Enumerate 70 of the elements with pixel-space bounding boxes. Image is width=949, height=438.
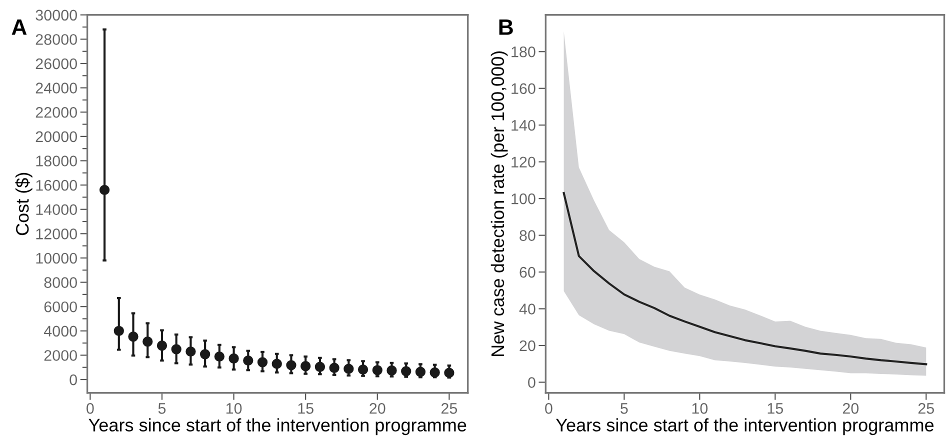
y-tick-label: 6000 xyxy=(44,301,77,312)
x-tick-label: 10 xyxy=(226,403,242,414)
y-tick-label: 100 xyxy=(512,193,536,204)
point xyxy=(344,364,354,374)
point xyxy=(114,326,124,336)
point xyxy=(214,351,225,362)
y-axis-title: Cost ($) xyxy=(15,172,32,236)
point xyxy=(386,365,397,376)
y-tick-label: 22000 xyxy=(36,106,77,118)
y-tick-label: 60 xyxy=(520,266,536,278)
point xyxy=(401,366,412,376)
point xyxy=(286,360,296,370)
y-tick-label: 26000 xyxy=(36,58,77,70)
y-tick-label: 12000 xyxy=(36,228,77,240)
y-tick-label: 120 xyxy=(512,156,536,168)
y-tick-label: 18000 xyxy=(36,156,77,166)
y-tick-label: 8000 xyxy=(44,277,77,288)
x-tick-label: 5 xyxy=(158,403,166,414)
y-tick-label: 40 xyxy=(519,304,536,314)
y-tick-label: 24000 xyxy=(36,82,77,94)
y-tick-label: 180 xyxy=(512,46,536,58)
x-tick-label: 0 xyxy=(86,403,94,414)
point xyxy=(272,358,282,369)
point xyxy=(99,184,110,195)
point xyxy=(415,366,426,377)
x-tick-label: 20 xyxy=(370,403,386,414)
point xyxy=(257,357,268,368)
point xyxy=(300,361,311,372)
x-axis-title: Years since start of the intervention programme xyxy=(556,418,934,436)
x-tick-label: 15 xyxy=(768,403,784,414)
point xyxy=(372,365,382,376)
x-tick-label: 15 xyxy=(298,403,314,414)
point xyxy=(243,355,254,366)
y-tick-label: 20000 xyxy=(36,131,77,142)
chart-title: A xyxy=(12,19,27,35)
x-tick-label: 5 xyxy=(620,403,628,414)
point xyxy=(156,340,168,351)
point xyxy=(358,364,368,375)
x-axis-title: Years since start of the intervention programme xyxy=(88,418,466,436)
line-series xyxy=(562,192,928,366)
y-tick-label: 20 xyxy=(520,340,536,352)
x-tick-label: 10 xyxy=(692,403,708,414)
point xyxy=(444,368,454,378)
y-tick-label: 10000 xyxy=(36,252,77,264)
y-tick-label: 140 xyxy=(512,120,536,131)
y-tick-label: 2000 xyxy=(44,350,77,361)
point xyxy=(128,332,138,342)
y-tick-label: 28000 xyxy=(36,34,77,45)
y-axis-title: New case detection rate (per 100,000) xyxy=(490,51,508,356)
y-tick-label: 14000 xyxy=(36,204,77,216)
y-tick-label: 80 xyxy=(520,230,536,241)
point xyxy=(228,353,239,364)
point xyxy=(171,344,182,354)
point xyxy=(142,336,153,347)
point xyxy=(430,367,440,378)
y-tick-label: 0 xyxy=(528,377,536,388)
y-tick-label: 4000 xyxy=(44,326,77,337)
x-tick-label: 25 xyxy=(441,403,458,414)
point xyxy=(329,362,340,373)
y-tick-label: 16000 xyxy=(36,180,77,191)
y-tick-label: 30000 xyxy=(36,10,77,21)
x-tick-label: 20 xyxy=(842,403,859,414)
point xyxy=(314,362,326,372)
chart-title: B xyxy=(499,19,513,35)
point xyxy=(186,346,196,357)
y-tick-label: 160 xyxy=(512,83,536,94)
x-tick-label: 25 xyxy=(918,403,934,414)
x-tick-label: 0 xyxy=(545,403,552,414)
y-tick-label: 0 xyxy=(70,374,77,386)
point xyxy=(200,349,210,360)
